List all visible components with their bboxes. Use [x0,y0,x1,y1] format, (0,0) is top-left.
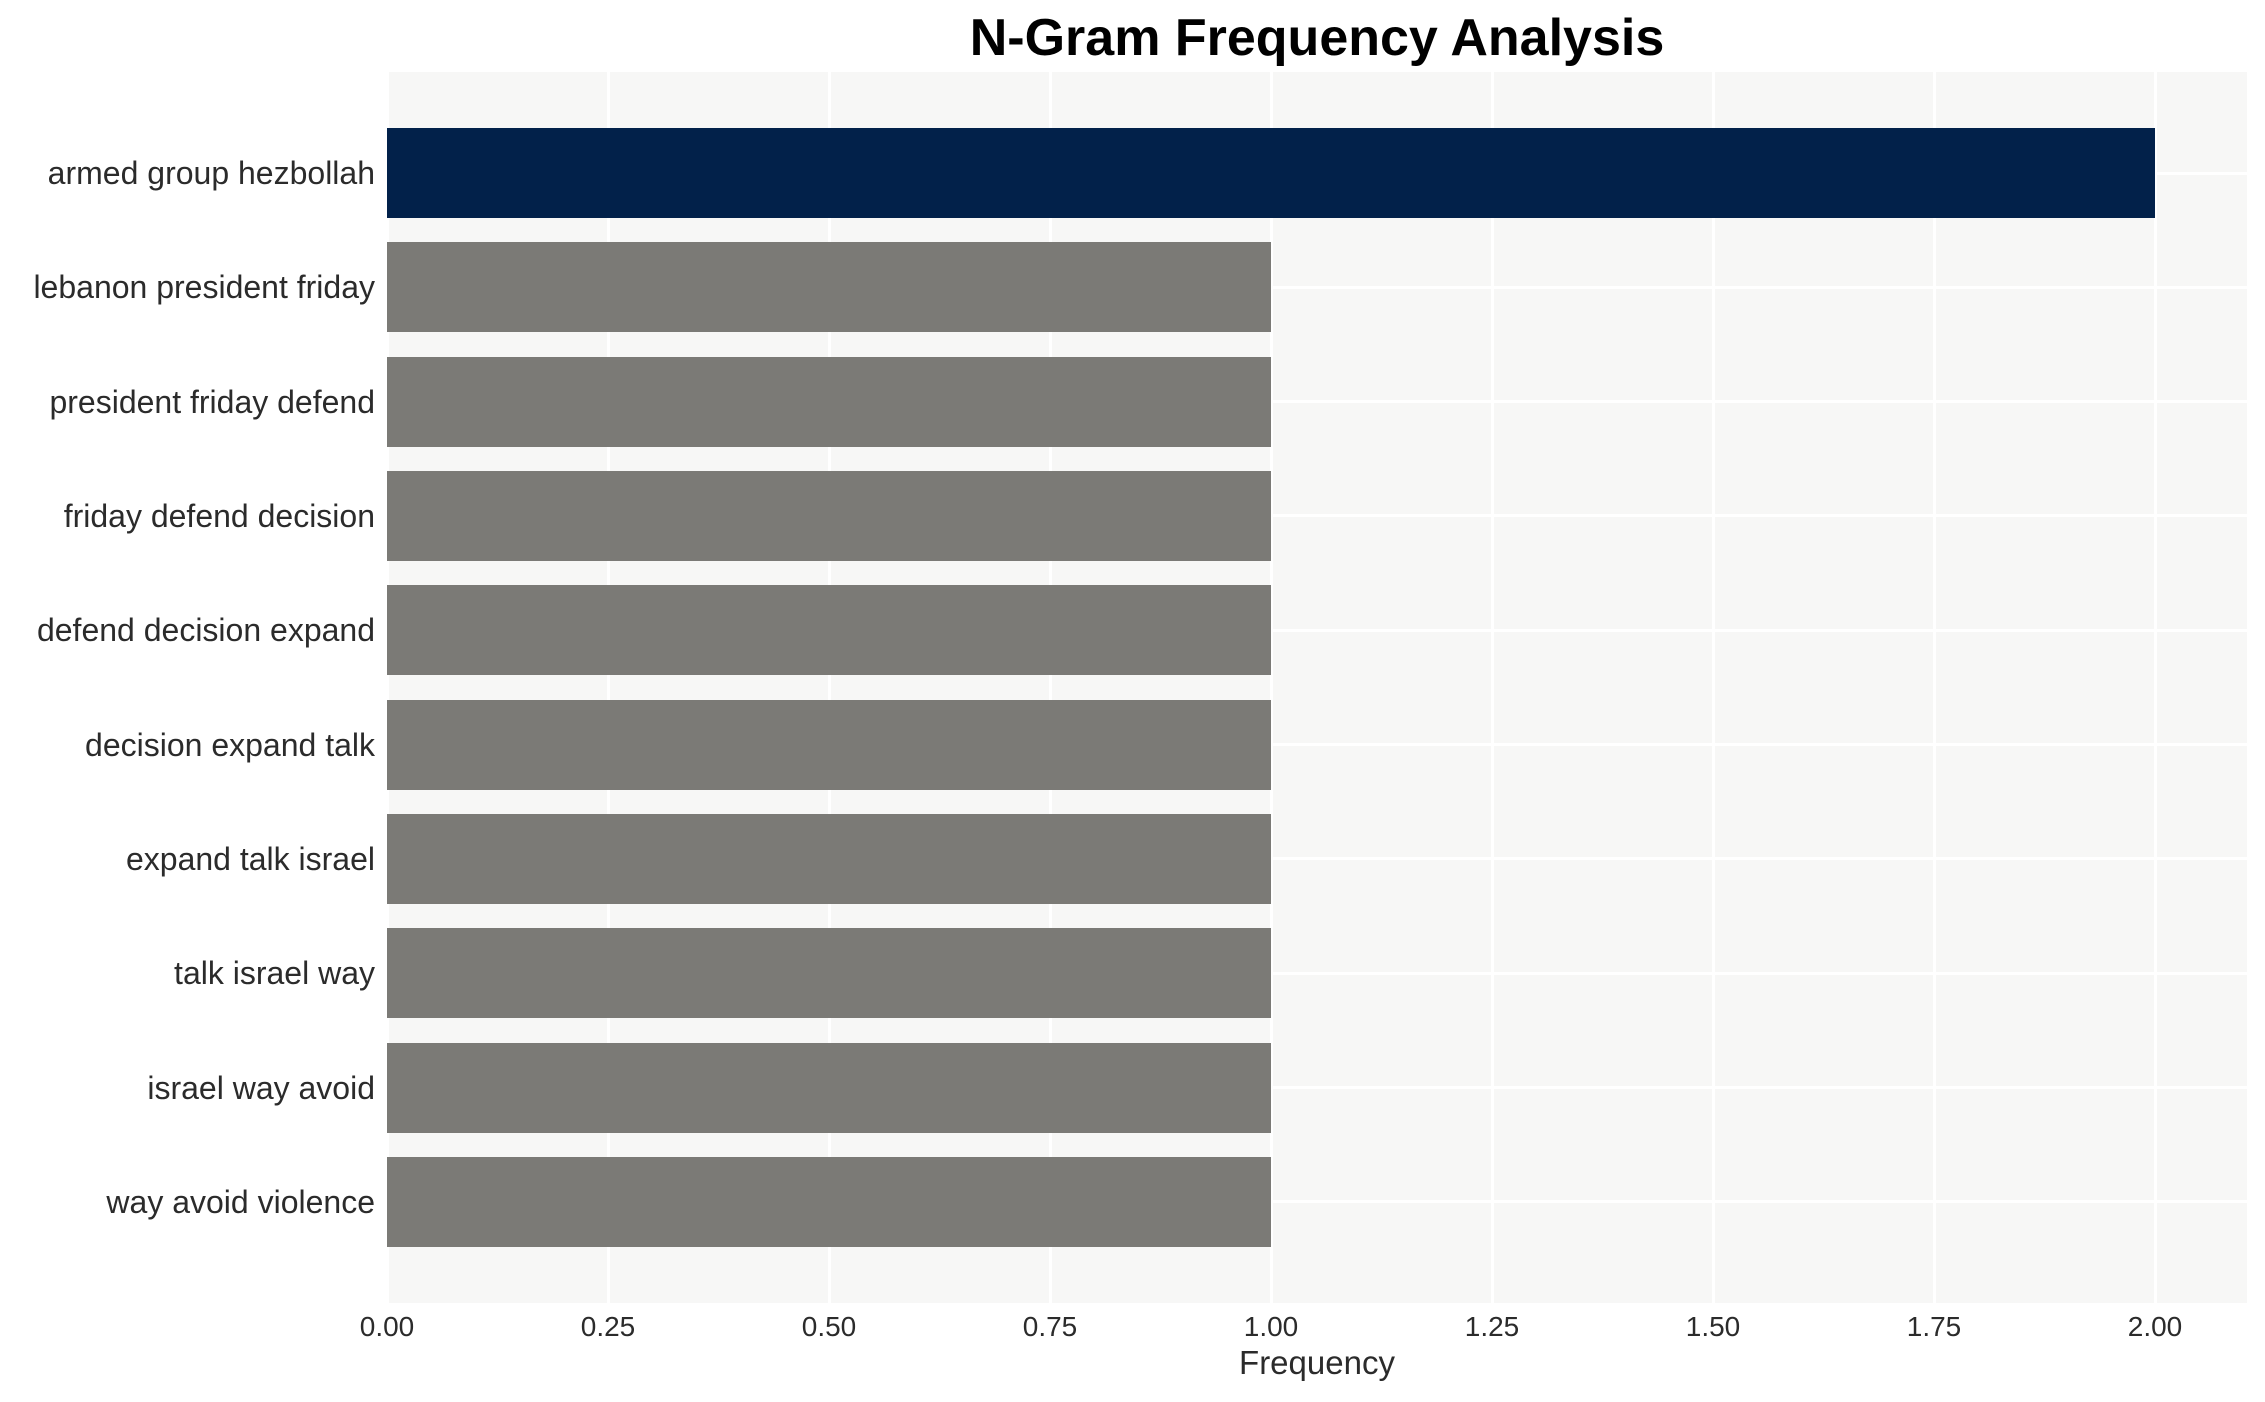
x-tick-label: 0.75 [1022,1311,1078,1342]
x-axis-title: Frequency [1239,1344,1395,1381]
x-tick-label: 0.00 [359,1311,415,1342]
x-gridline [827,72,831,1303]
plot-area [385,72,2247,1303]
y-axis-label: talk israel way [174,955,375,992]
bar [387,813,1271,904]
y-axis-label: lebanon president friday [33,269,375,306]
y-axis-label: expand talk israel [125,840,375,877]
y-axis-label: decision expand talk [85,726,375,763]
y-gridline [387,1200,2247,1204]
y-gridline [387,857,2247,861]
x-gridline [1269,72,1273,1303]
y-gridline [387,971,2247,975]
bar [387,242,1271,333]
x-gridline [1711,72,1715,1303]
x-gridline [1932,72,1936,1303]
x-tick-label: 1.00 [1243,1311,1299,1342]
bar [387,699,1271,790]
x-gridline [1490,72,1494,1303]
y-axis-label: armed group hezbollah [47,155,375,191]
y-gridline [387,400,2247,404]
x-tick-label: 1.25 [1464,1311,1520,1342]
y-gridline [387,285,2247,289]
x-gridline [385,72,389,1303]
bar [387,1156,1271,1247]
y-gridline [387,743,2247,747]
bar [387,356,1271,447]
x-tick-label: 1.50 [1685,1311,1741,1342]
bar [387,928,1271,1019]
y-axis-label: way avoid violence [106,1183,375,1220]
x-gridline [1048,72,1052,1303]
y-gridline [387,514,2247,518]
y-axis-label: defend decision expand [36,612,375,649]
x-gridline [2153,72,2157,1303]
bar [387,585,1271,676]
chart-title: N-Gram Frequency Analysis [969,9,1665,67]
x-tick-label: 0.25 [580,1311,636,1342]
x-tick-label: 1.75 [1906,1311,1962,1342]
y-axis-label: israel way avoid [147,1069,375,1106]
bar [387,128,2155,218]
bar [387,1042,1271,1133]
bar [387,470,1271,561]
x-tick-label: 0.50 [801,1311,857,1342]
y-axis-label: friday defend decision [63,497,375,534]
y-axis-label: president friday defend [49,383,375,420]
y-gridline [387,628,2247,632]
x-tick-label: 2.00 [2127,1311,2183,1342]
y-gridline [387,1086,2247,1090]
x-gridline [606,72,610,1303]
